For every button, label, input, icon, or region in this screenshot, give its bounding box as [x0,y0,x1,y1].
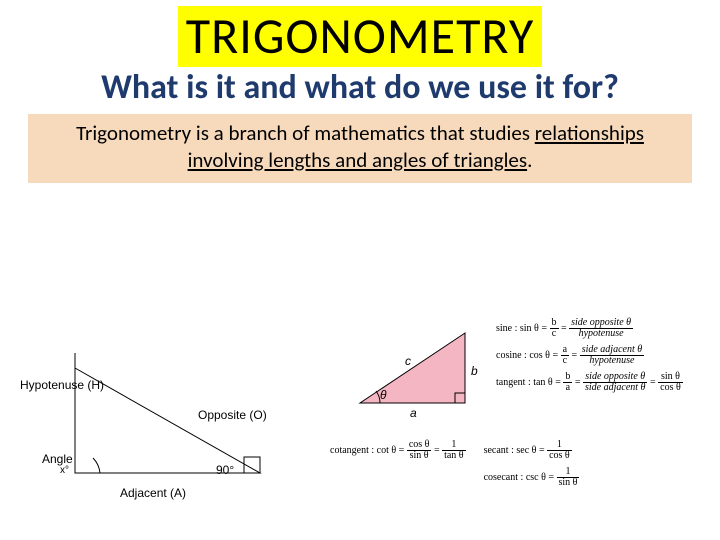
description-box: Trigonometry is a branch of mathematics … [28,114,692,183]
slide-subtitle: What is it and what do we use it for? [0,67,720,106]
left-triangle-figure: Hypotenuse (H) Opposite (O) Adjacent (A)… [20,318,310,523]
eq-cosecant: cosecant : csc θ = 1sin θ [484,467,580,488]
slide-title: TRIGONOMETRY [178,6,542,67]
label-opposite: Opposite (O) [198,408,267,422]
label-angle: Angle [42,452,73,466]
label-adjacent: Adjacent (A) [120,486,186,500]
desc-prefix: Trigonometry is a branch of mathematics … [76,120,535,146]
figures-area: Hypotenuse (H) Opposite (O) Adjacent (A)… [0,300,720,540]
eq-secant: secant : sec θ = 1cos θ [484,440,580,461]
eq-cosine: cosine : cos θ = ac = side adjacent θhyp… [496,345,706,366]
eq-tangent: tangent : tan θ = ba = side opposite θsi… [496,372,706,393]
label-b: b [471,364,478,378]
label-hypotenuse: Hypotenuse (H) [20,378,104,392]
label-a: a [410,406,417,420]
desc-suffix: . [527,147,532,173]
label-c: c [405,354,411,368]
eq-cotangent: cotangent : cot θ = cos θsin θ = 1tan θ [330,440,466,488]
label-angle-x: x° [60,465,69,476]
eq-sine: sine : sin θ = bc = side opposite θhypot… [496,318,706,339]
label-right-angle: 90° [216,463,234,477]
label-theta: θ [380,388,387,402]
